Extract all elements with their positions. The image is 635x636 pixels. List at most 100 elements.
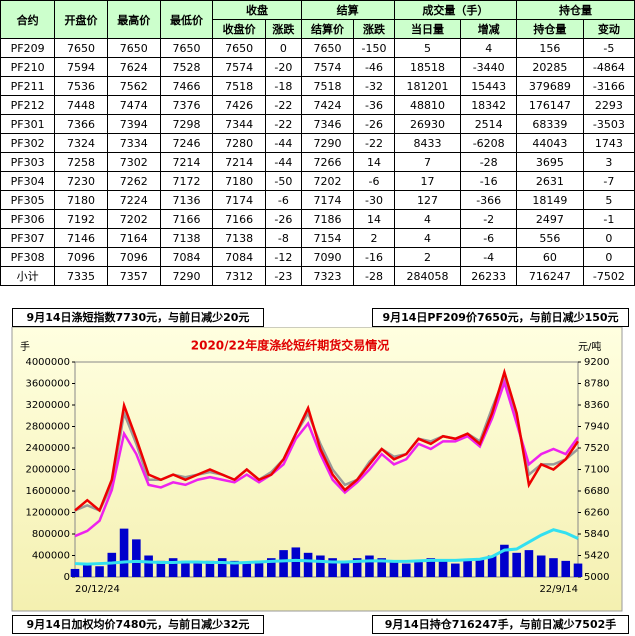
cell: 176147: [516, 95, 584, 115]
x-tick-label: 22/9/14: [539, 584, 578, 595]
cell: -28: [460, 152, 518, 172]
table-row: PF212 7448 7474 7376 7426 -22 7424 -36 48810 1834…: [0, 95, 635, 115]
cell: 3: [582, 152, 635, 172]
volume-bar: [451, 563, 460, 577]
cell: 7280: [212, 133, 267, 153]
y2-tick-label: 8780: [584, 379, 609, 390]
y2-tick-label: 6680: [584, 486, 609, 497]
volume-bar: [487, 555, 497, 577]
cell: 2631: [516, 171, 584, 191]
volume-bar: [254, 560, 264, 577]
y-tick-label: 400000: [32, 551, 70, 562]
cell: 15443: [460, 76, 518, 96]
volume-bar: [561, 560, 571, 577]
x-tick-label: 20/12/24: [75, 584, 120, 595]
cell: 7312: [212, 266, 267, 286]
cell: 7258: [54, 152, 108, 172]
cell: PF304: [0, 171, 56, 191]
cell: -26: [265, 209, 302, 229]
volume-bar: [352, 558, 362, 577]
cell: 2: [393, 247, 462, 267]
cell: 5: [393, 38, 462, 58]
cell: PF211: [0, 76, 56, 96]
cell: 4: [393, 209, 462, 229]
cell: 18518: [393, 57, 462, 77]
volume-bar: [230, 560, 239, 577]
cell: 7528: [159, 57, 214, 77]
cell: 2: [353, 228, 395, 248]
cell: -46: [353, 57, 395, 77]
cell: -6: [353, 171, 395, 191]
cell: 7202: [300, 171, 355, 191]
volume-bar: [279, 550, 288, 577]
cell: 284058: [393, 266, 462, 286]
cell: PF303: [0, 152, 56, 172]
cell: 18342: [460, 95, 518, 115]
cell: -20: [265, 57, 302, 77]
chart: 2020/22年度涤纶短纤期货交易情况 手 元/吨 0 400000 800000 1…: [11, 327, 623, 612]
cell: PF306: [0, 209, 56, 229]
cell: PF301: [0, 114, 56, 134]
y-tick-label: 3200000: [25, 400, 70, 411]
annotation: 9月14日PF209价7650元，与前日减少150元: [372, 308, 629, 327]
header-cell: 最低价: [159, 0, 214, 39]
cell: 8433: [393, 133, 462, 153]
table-row: PF304 7230 7262 7172 7180 -50 7202 -6 17 -16 2631-…: [0, 171, 635, 191]
cell: PF209: [0, 38, 56, 58]
volume-bar: [82, 563, 92, 577]
cell: 26233: [460, 266, 518, 286]
cell: 7084: [159, 247, 214, 267]
volume-bar: [291, 547, 301, 577]
cell: -12: [265, 247, 302, 267]
volume-bar: [70, 568, 80, 577]
header-cell: 变动: [582, 19, 635, 39]
cell: 0: [582, 247, 635, 267]
table-row: PF307 7146 7164 7138 7138 -8 7154 2 4 -6 556 0: [0, 228, 635, 248]
y2-axis-label: 元/吨: [578, 340, 601, 353]
cell: 7574: [212, 57, 267, 77]
cell: -8: [265, 228, 302, 248]
cell: 0: [582, 228, 635, 248]
cell: 7334: [106, 133, 161, 153]
cell: -1: [582, 209, 635, 229]
cell: 156: [516, 38, 584, 58]
cell: -366: [460, 190, 518, 210]
volume-bar: [475, 558, 485, 577]
cell: 17: [393, 171, 462, 191]
cell: -32: [353, 76, 395, 96]
volume-bar: [549, 558, 558, 577]
header-cell: 开盘价: [54, 0, 108, 39]
volume-bar: [573, 563, 583, 577]
cell: 7266: [300, 152, 355, 172]
volume-bar: [156, 560, 166, 577]
cell: 7324: [54, 133, 108, 153]
cell: 7335: [54, 266, 108, 286]
cell: 5: [582, 190, 635, 210]
cell: 7448: [54, 95, 108, 115]
cell: 7466: [159, 76, 214, 96]
cell: 7164: [106, 228, 161, 248]
y2-tick-label: 5840: [584, 529, 609, 540]
y-tick-label: 1600000: [25, 486, 70, 497]
cell: -4: [460, 247, 518, 267]
volume-bar: [107, 552, 117, 577]
cell: 7650: [300, 38, 355, 58]
y-tick-label: 1200000: [25, 508, 70, 519]
cell: 7650: [159, 38, 214, 58]
cell: 716247: [516, 266, 584, 286]
volume-bar: [266, 558, 276, 577]
cell: 7174: [212, 190, 267, 210]
header-cell: 涨跌: [353, 19, 395, 39]
volume-bar: [377, 558, 387, 577]
cell: 7224: [106, 190, 161, 210]
volume-bar: [168, 558, 178, 577]
y-axis-label: 手: [20, 340, 30, 353]
volume-bar: [242, 563, 252, 577]
volume-bar: [303, 552, 313, 577]
volume-bar: [365, 555, 374, 577]
cell: -2: [460, 209, 518, 229]
cell: -36: [353, 95, 395, 115]
cell: 7394: [106, 114, 161, 134]
volume-bar: [181, 560, 190, 577]
